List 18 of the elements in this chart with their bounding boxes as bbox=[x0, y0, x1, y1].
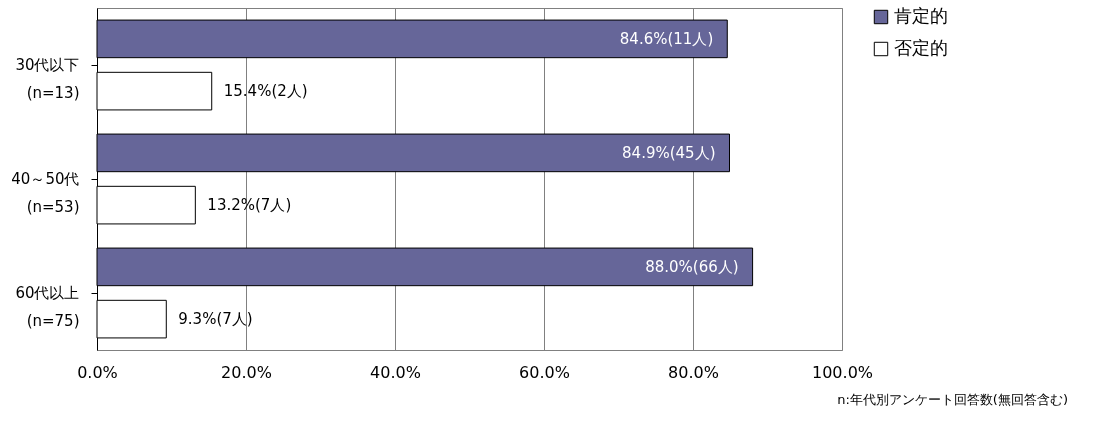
data-label: 88.0%(66人) bbox=[645, 257, 739, 276]
data-label: 13.2%(7人) bbox=[207, 196, 292, 215]
x-tick-label: 20.0% bbox=[221, 362, 272, 382]
x-tick-label: 80.0% bbox=[668, 362, 719, 382]
data-label: 84.6%(11人) bbox=[619, 29, 714, 48]
x-tick-label: 40.0% bbox=[370, 362, 421, 382]
data-label: 15.4%(2人) bbox=[223, 82, 308, 101]
text: n:年代別アンケート回答数(無回答含む) bbox=[837, 392, 1068, 407]
legend-label: 肯定的 bbox=[894, 5, 948, 26]
x-tick-label: 100.0% bbox=[811, 362, 874, 382]
x-tick-label: 60.0% bbox=[519, 362, 570, 382]
y-tick-label: 60代以上 (n=75) bbox=[15, 284, 80, 330]
legend-label: 否定的 bbox=[894, 37, 948, 58]
y-tick-label: 30代以下 (n=13) bbox=[15, 56, 80, 102]
data-label: 9.3%(7人) bbox=[178, 310, 253, 329]
x-tick-label: 0.0% bbox=[77, 362, 118, 382]
data-label: 84.9%(45人) bbox=[622, 143, 716, 162]
y-tick-label: 40～50代 (n=53) bbox=[11, 170, 80, 216]
